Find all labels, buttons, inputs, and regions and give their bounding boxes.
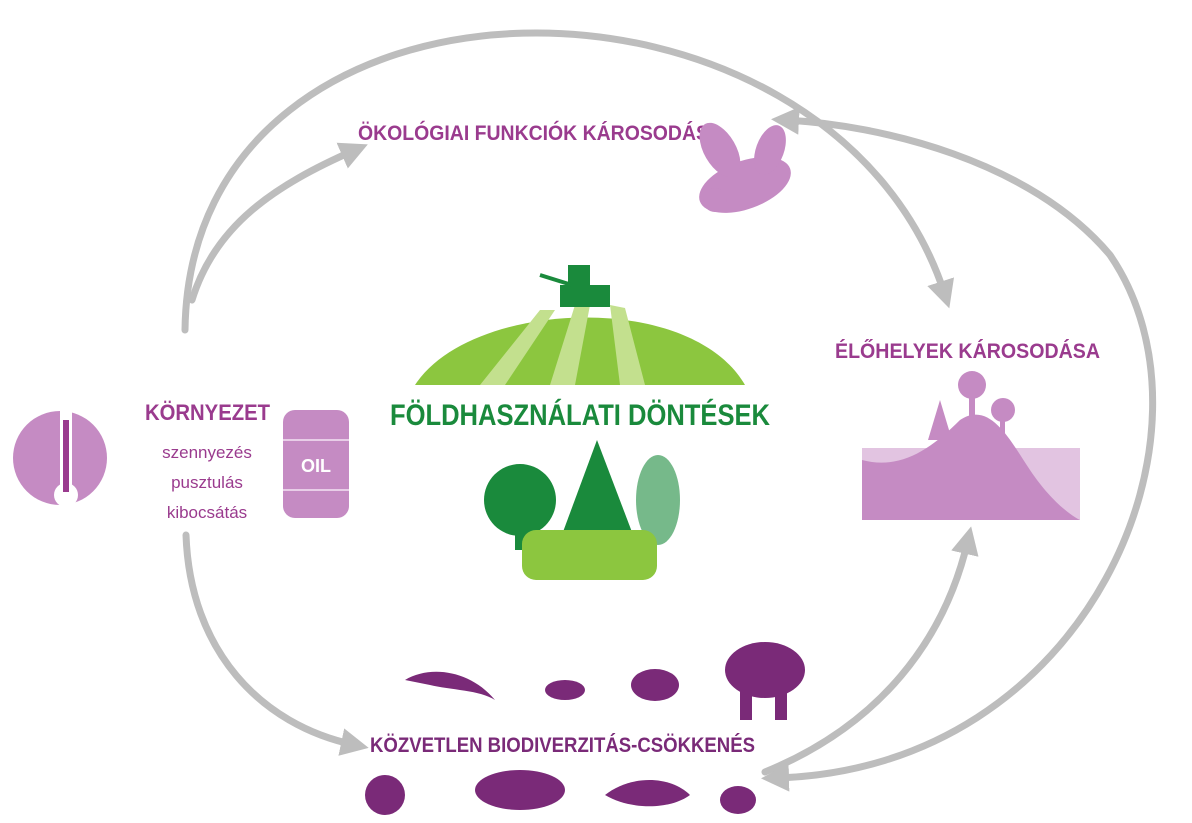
node-label: FÖLDHASZNÁLATI DÖNTÉSEK: [390, 398, 770, 432]
node-item: szennyezés: [162, 443, 252, 462]
node-item: pusztulás: [171, 473, 243, 492]
node-label: KÖZVETLEN BIODIVERZITÁS-CSÖKKENÉS: [370, 734, 755, 757]
node-item: kibocsátás: [167, 503, 247, 522]
oil-barrel-icon: OIL: [283, 410, 349, 518]
page: ÖKOLÓGIAI FUNKCIÓK KÁROSODÁSA ÉLŐHELYEK …: [0, 0, 1192, 823]
diagram: ÖKOLÓGIAI FUNKCIÓK KÁROSODÁSA ÉLŐHELYEK …: [0, 0, 1192, 823]
forest-icon: [484, 440, 680, 580]
node-label: KÖRNYEZET: [145, 400, 271, 425]
barrel-label: OIL: [301, 456, 331, 476]
node-label: ÉLŐHELYEK KÁROSODÁSA: [835, 340, 1100, 363]
node-label: ÖKOLÓGIAI FUNKCIÓK KÁROSODÁSA: [358, 121, 723, 145]
habitat-icon: [862, 371, 1080, 520]
animal-icons: [365, 642, 805, 815]
arrow: [192, 150, 355, 300]
arrow: [186, 535, 355, 745]
field-icon: [415, 265, 745, 385]
bee-icon: [691, 116, 798, 224]
